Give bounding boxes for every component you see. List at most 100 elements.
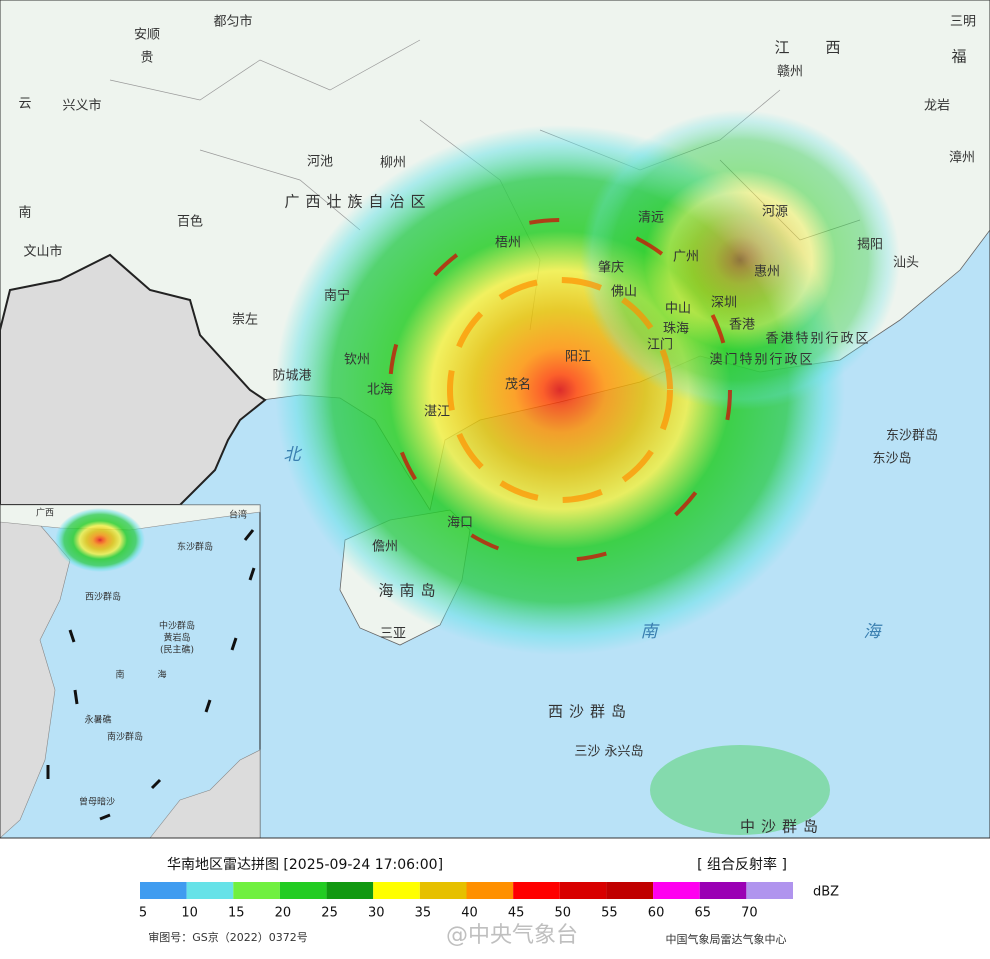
rain-band [447,277,673,503]
inset-label: 西沙群岛 [85,591,121,603]
color-swatch [140,882,187,899]
region-label: 江 [774,39,795,57]
place-label: 南 [18,205,31,221]
inset-label: 中沙群岛 [159,620,195,632]
color-swatch [233,882,280,899]
color-swatch [513,882,560,899]
place-label: 都匀市 [213,14,252,30]
scale-tick-label: 30 [368,906,385,921]
place-label: 龙岩 [924,99,950,114]
inset-echo [55,508,145,572]
inset-label: 广西 [36,507,54,519]
inset-map: 广西 台湾 东沙群岛 西沙群岛 中沙群岛 黄岩岛 (民主礁) 南 海 永暑礁 南… [0,504,261,839]
scale-tick-label: 25 [321,906,338,921]
place-label: 安顺 [134,28,160,43]
place-label: 佛山 [611,285,637,300]
region-label: 西 [825,39,846,57]
place-label: 儋州 [372,540,398,555]
unit-label: dBZ [813,885,839,900]
place-label: 三明 [950,15,976,30]
scale-tick-label: 60 [648,906,665,921]
place-label: 揭阳 [857,238,883,253]
inset-label: 台湾 [229,509,247,521]
scale-tick-label: 5 [139,906,147,921]
inset-label: 南沙群岛 [107,731,143,743]
place-label: 钦州 [344,353,370,368]
inset-land [0,519,71,839]
island-label: 三沙 永兴岛 [574,744,643,760]
scale-tick-label: 65 [694,906,711,921]
place-label: 清远 [638,211,664,226]
place-label: 广州 [673,250,699,265]
inset-label: 黄岩岛 [163,632,190,644]
legend: 华南地区雷达拼图 [2025-09-24 17:06:00] [ 组合反射率 ]… [139,856,839,948]
place-label: 三亚 [380,627,406,642]
scale-tick-label: 35 [415,906,432,921]
map-frame [0,0,990,839]
color-swatch [653,882,700,899]
place-label: 惠州 [754,265,780,280]
sea-label: 海 [864,622,891,642]
inset-label: 曾母暗沙 [79,796,115,808]
legend-title: 华南地区雷达拼图 [2025-09-24 17:06:00] [167,857,443,873]
place-label: 阳江 [565,350,591,365]
radar-echo [580,110,900,410]
place-label: 兴义市 [62,98,101,114]
scale-tick-label: 20 [275,906,292,921]
island-label: 中沙群岛 [740,818,824,836]
place-label: 赣州 [777,65,803,80]
place-label: 河池 [307,155,333,170]
place-label: 茂名 [505,377,531,393]
sea-label: 南 [641,622,668,642]
foreign-land [0,253,267,506]
place-label: 湛江 [424,405,450,420]
place-label: 海口 [447,516,473,531]
product-label: [ 组合反射率 ] [697,856,787,873]
place-label: 中山 [665,302,691,317]
color-swatch [326,882,374,899]
scale-tick-label: 45 [508,906,525,921]
color-swatch [419,882,467,899]
color-swatch [746,882,793,899]
color-swatch [279,882,327,899]
island-label: 东沙岛 [872,451,911,467]
rain-band [388,218,732,562]
place-label: 漳州 [949,150,975,166]
scale-tick-label: 70 [741,906,758,921]
scale-tick-label: 55 [601,906,618,921]
place-label: 江门 [647,338,673,353]
place-label: 汕头 [893,256,919,271]
place-label: 梧州 [495,236,521,251]
island-label: 东沙群岛 [886,428,938,444]
place-label: 肇庆 [598,261,624,276]
place-label: 文山市 [23,244,62,260]
region-label: 福 [951,48,972,66]
place-label: 河源 [762,205,788,220]
place-label: 柳州 [380,156,406,171]
sea-label: 北 [284,445,311,465]
color-swatch [699,882,747,899]
color-swatch [373,882,420,899]
island-label: 西沙群岛 [548,703,632,721]
credit: 中国气象局雷达气象中心 [666,932,787,946]
island-label: 海南岛 [378,582,441,600]
place-label: 百色 [177,214,203,230]
place-label: 南宁 [324,288,350,304]
radar-echo [650,745,830,835]
scale-tick-label: 10 [181,906,198,921]
place-label: 深圳 [711,296,737,311]
scale-tick-label: 15 [228,906,245,921]
inset-sea-label: 南 [115,669,124,681]
map-labels: 安顺 贵 都匀市 云 兴义市 河池 柳州 百色 南 文山市 广西壮族自治区 南宁… [18,14,976,836]
scale-tick-label: 50 [555,906,572,921]
region-label: 广西壮族自治区 [284,193,431,211]
place-label: 香港 [729,318,755,333]
map [0,0,990,838]
region-label: 澳门特别行政区 [709,352,814,368]
boundary-dash [46,529,256,821]
scale-tick-label: 40 [461,906,478,921]
place-label: 防城港 [272,368,311,384]
inset-label: 东沙群岛 [177,541,213,553]
place-label: 贵 [140,51,153,66]
